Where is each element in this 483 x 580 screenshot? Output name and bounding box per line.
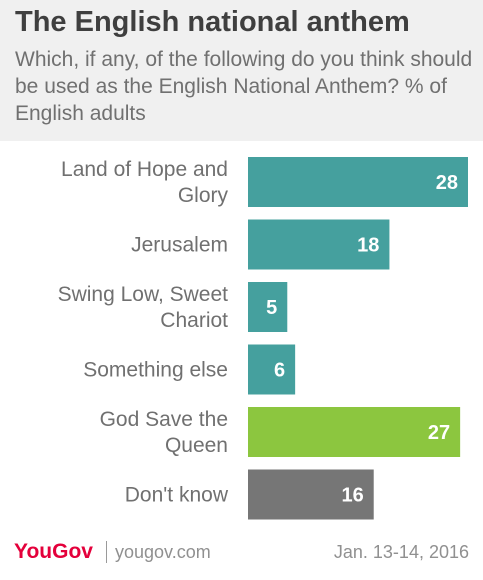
bar — [248, 344, 296, 395]
category-label: Don't know — [125, 484, 229, 507]
bar — [248, 157, 468, 207]
category-label: Swing Low, Sweet Chariot — [58, 283, 229, 332]
bar-value-label: 27 — [428, 422, 450, 444]
chart-header: The English national anthem Which, if an… — [0, 0, 483, 141]
bar-value-label: 18 — [357, 235, 379, 257]
category-label: Land of Hope and Glory — [61, 158, 228, 207]
footer-date: Jan. 13-14, 2016 — [333, 542, 469, 562]
chart-subtitle: Which, if any, of the following do you t… — [15, 48, 473, 125]
yougov-logo: YouGov — [14, 540, 93, 563]
bar-value-label: 5 — [266, 297, 277, 319]
category-label: Something else — [83, 359, 228, 382]
bar — [248, 219, 390, 270]
footer-site: yougov.com — [115, 542, 211, 562]
category-label: Jerusalem — [131, 234, 228, 257]
bar-value-label: 6 — [274, 360, 285, 382]
footer-divider — [106, 541, 107, 563]
category-label: God Save the Queen — [100, 408, 228, 457]
bar-value-label: 16 — [341, 485, 363, 507]
chart-title: The English national anthem — [15, 6, 410, 38]
bar — [248, 282, 288, 332]
bar-value-label: 28 — [436, 172, 458, 194]
bar-chart: 28 Land of Hope and Glory 18 Jerusalem 5 Swing… — [58, 157, 468, 520]
bar — [248, 407, 461, 457]
bar — [248, 469, 374, 520]
